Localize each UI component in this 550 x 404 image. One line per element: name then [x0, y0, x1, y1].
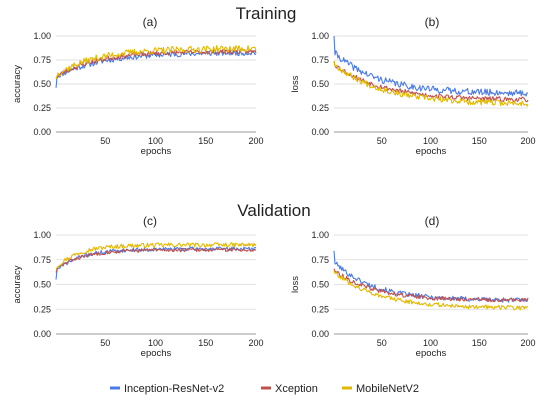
x-tick-label-d: 150 [472, 338, 487, 348]
y-axis-title-d: loss [290, 276, 301, 293]
y-tick-label-b: 1.00 [311, 31, 329, 41]
panel-b: (b) 0.00 0.25 0.50 0.75 1.00 50 100 150 200 epochs… [290, 15, 536, 157]
panel-c: (c) 0.00 0.25 0.50 0.75 1.00 50 100 150 200 epochs… [12, 214, 264, 359]
y-tick-label-d: 1.00 [311, 230, 329, 240]
legend-label-xception: Xception [275, 383, 318, 395]
panel-label-d: (d) [425, 214, 440, 228]
legend-item-xception: Xception [261, 383, 318, 395]
x-tick-label-d: 200 [520, 338, 535, 348]
x-tick-label-d: 50 [377, 338, 387, 348]
y-tick-label-b: 0.75 [311, 55, 329, 65]
x-tick-label-b: 200 [520, 136, 535, 146]
x-axis-title-b: epochs [416, 146, 447, 157]
series-line-c-1 [55, 247, 257, 273]
x-axis-title-d: epochs [416, 348, 447, 359]
y-tick-label-d: 0.25 [311, 304, 329, 314]
x-tick-label-b: 50 [377, 136, 387, 146]
legend: Inception-ResNet-v2 Xception MobileNetV2 [110, 383, 419, 395]
y-tick-label-a: 1.00 [33, 31, 51, 41]
x-tick-label-c: 150 [198, 338, 213, 348]
panel-label-a: (a) [143, 15, 158, 29]
y-tick-label-a: 0.50 [33, 79, 51, 89]
training-title: Training [236, 4, 297, 23]
y-tick-label-c: 0.00 [33, 329, 51, 339]
y-axis-title-a: accuracy [12, 65, 23, 103]
y-tick-label-b: 0.50 [311, 79, 329, 89]
panel-d: (d) 0.00 0.25 0.50 0.75 1.00 50 100 150 200 epochs… [290, 214, 536, 359]
x-tick-label-b: 150 [472, 136, 487, 146]
y-tick-label-b: 0.25 [311, 103, 329, 113]
x-tick-label-c: 200 [248, 338, 263, 348]
legend-label-mobilenet: MobileNetV2 [356, 383, 419, 395]
series-line-b-0 [333, 35, 528, 97]
x-tick-label-a: 100 [148, 136, 163, 146]
y-axis-title-c: accuracy [12, 265, 23, 303]
series-line-b-2 [333, 60, 529, 107]
y-tick-label-d: 0.00 [311, 329, 329, 339]
series-line-d-0 [333, 250, 529, 303]
x-tick-label-c: 50 [100, 338, 110, 348]
series-line-d-2 [333, 270, 529, 311]
y-tick-label-d: 0.50 [311, 280, 329, 290]
legend-label-inception: Inception-ResNet-v2 [124, 383, 224, 395]
series-line-d-1 [333, 268, 529, 303]
y-tick-label-a: 0.25 [33, 103, 51, 113]
y-tick-label-d: 0.75 [311, 255, 329, 265]
y-tick-label-c: 0.25 [33, 304, 51, 314]
x-tick-label-a: 150 [198, 136, 213, 146]
panel-a: (a) 0.00 0.25 0.50 0.75 1.00 50 100 150 200 epochs… [12, 15, 264, 157]
x-tick-label-c: 100 [148, 338, 163, 348]
y-tick-label-a: 0.75 [33, 55, 51, 65]
x-tick-label-d: 100 [423, 338, 438, 348]
y-tick-label-c: 0.75 [33, 255, 51, 265]
series-line-c-2 [55, 242, 257, 270]
x-axis-title-c: epochs [141, 348, 172, 359]
x-tick-label-a: 50 [100, 136, 110, 146]
series-line-a-2 [55, 45, 257, 80]
y-tick-label-c: 1.00 [33, 230, 51, 240]
x-tick-label-a: 200 [248, 136, 263, 146]
validation-title: Validation [237, 201, 310, 220]
panel-label-c: (c) [143, 214, 157, 228]
y-tick-label-a: 0.00 [33, 127, 51, 137]
y-axis-title-b: loss [290, 75, 301, 92]
x-tick-label-b: 100 [423, 136, 438, 146]
y-tick-label-b: 0.00 [311, 127, 329, 137]
legend-item-inception: Inception-ResNet-v2 [110, 383, 224, 395]
x-axis-title-a: epochs [141, 146, 172, 157]
panel-label-b: (b) [425, 15, 440, 29]
legend-item-mobilenet: MobileNetV2 [342, 383, 419, 395]
y-tick-label-c: 0.50 [33, 280, 51, 290]
